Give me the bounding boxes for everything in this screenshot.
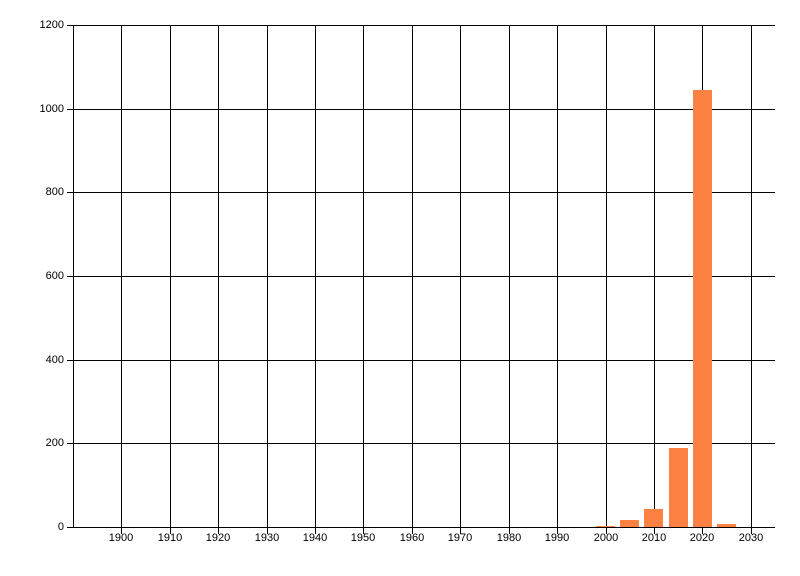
x-tick: [121, 528, 122, 534]
v-gridline: [654, 25, 655, 527]
h-gridline: [73, 25, 775, 26]
x-tick-label: 1910: [157, 532, 183, 544]
y-tick-label: 400: [45, 354, 64, 366]
h-gridline: [73, 109, 775, 110]
x-tick: [654, 528, 655, 534]
x-tick-label: 1940: [302, 532, 328, 544]
x-tick: [363, 528, 364, 534]
x-tick: [267, 528, 268, 534]
y-tick: [67, 360, 73, 361]
v-gridline: [363, 25, 364, 527]
x-tick-label: 2020: [689, 532, 715, 544]
y-tick-label: 200: [45, 437, 64, 449]
h-gridline: [73, 192, 775, 193]
y-tick: [67, 109, 73, 110]
x-tick: [702, 528, 703, 534]
bar: [717, 524, 736, 527]
x-tick-label: 1920: [205, 532, 231, 544]
x-tick: [751, 528, 752, 534]
v-gridline: [121, 25, 122, 527]
x-tick-label: 1930: [254, 532, 280, 544]
y-tick-label: 0: [57, 521, 64, 533]
x-tick-label: 1950: [350, 532, 376, 544]
v-gridline: [460, 25, 461, 527]
x-tick-label: 1960: [399, 532, 425, 544]
x-tick: [315, 528, 316, 534]
x-axis-line: [73, 527, 775, 528]
v-gridline: [751, 25, 752, 527]
x-tick: [218, 528, 219, 534]
x-tick: [606, 528, 607, 534]
v-gridline: [557, 25, 558, 527]
h-gridline: [73, 443, 775, 444]
h-gridline: [73, 276, 775, 277]
y-tick: [67, 527, 73, 528]
h-gridline: [73, 360, 775, 361]
v-gridline: [170, 25, 171, 527]
bar: [644, 509, 663, 527]
x-tick: [509, 528, 510, 534]
v-gridline: [218, 25, 219, 527]
v-gridline: [606, 25, 607, 527]
y-tick: [67, 25, 73, 26]
x-tick-label: 1980: [496, 532, 522, 544]
x-tick-label: 1970: [447, 532, 473, 544]
x-tick: [460, 528, 461, 534]
v-gridline: [315, 25, 316, 527]
x-tick: [412, 528, 413, 534]
x-tick-label: 1990: [544, 532, 570, 544]
y-tick: [67, 192, 73, 193]
v-gridline: [412, 25, 413, 527]
v-gridline: [509, 25, 510, 527]
x-tick-label: 2000: [593, 532, 619, 544]
x-tick-label: 1900: [108, 532, 134, 544]
y-tick-label: 1200: [39, 19, 64, 31]
bar: [596, 526, 615, 527]
bar: [669, 448, 688, 527]
y-tick: [67, 443, 73, 444]
x-tick: [557, 528, 558, 534]
y-tick-label: 800: [45, 186, 64, 198]
bar: [693, 90, 712, 527]
v-gridline: [267, 25, 268, 527]
y-tick: [67, 276, 73, 277]
x-tick: [170, 528, 171, 534]
bar: [620, 520, 639, 527]
y-axis-line: [73, 25, 74, 528]
x-tick-label: 2030: [738, 532, 764, 544]
y-tick-label: 1000: [39, 103, 64, 115]
y-tick-label: 600: [45, 270, 64, 282]
x-tick-label: 2010: [641, 532, 667, 544]
